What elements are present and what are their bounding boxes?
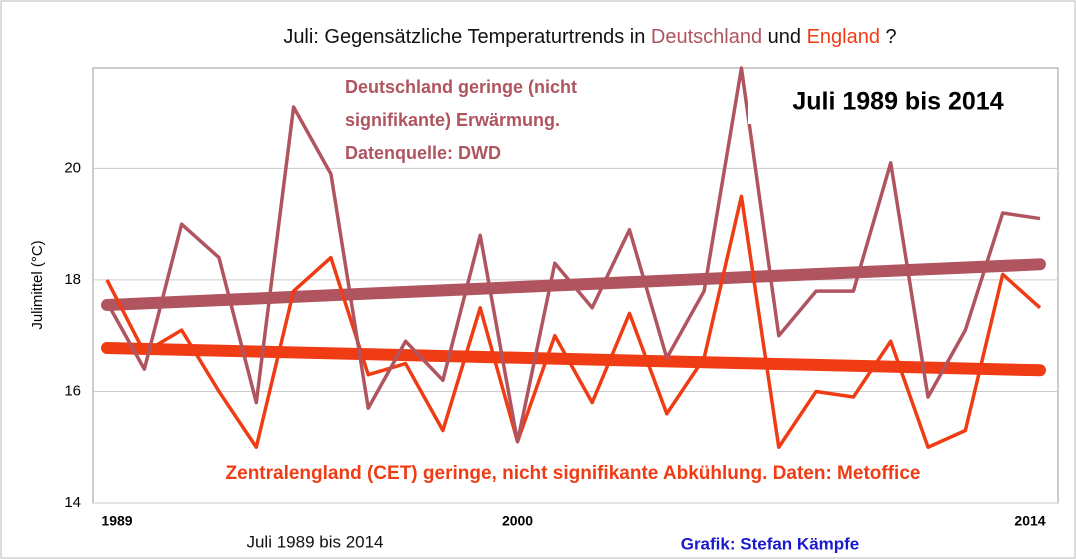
x-tick-label: 2000 [502,513,533,529]
plot: 14 16 18 20 1989 2000 2014 [64,66,1058,529]
y-axis-label: Julimittel (°C) [29,240,46,329]
annotation-box [748,82,1048,124]
annotation: Datenquelle: DWD [345,143,501,163]
annotation: Zentralengland (CET) geringe, nicht sign… [226,463,921,484]
title-part: England [807,26,880,48]
credit: Grafik: Stefan Kämpfe [681,534,860,553]
annotation: signifikante) Erwärmung. [345,110,560,130]
y-tick-label: 16 [64,382,81,399]
x-tick-label: 2014 [1014,513,1045,529]
title-part: Deutschland [651,26,762,48]
title-part: und [762,26,806,48]
annotation: Juli 1989 bis 2014 [792,88,1003,116]
series-line [105,194,1042,449]
y-tick-label: 14 [64,494,81,511]
title-part: Juli: Gegensätzliche Temperaturtrends in [283,26,651,48]
chart-title: Juli: Gegensätzliche Temperaturtrends in… [283,26,896,48]
annotation: Juli 1989 bis 2014 [246,532,383,551]
series-line [105,66,1041,444]
annotation: Deutschland geringe (nicht [345,77,577,97]
y-tick-label: 20 [64,159,81,176]
x-tick-label: 1989 [101,513,132,529]
title-part: ? [880,26,897,48]
y-tick-label: 18 [64,271,81,288]
